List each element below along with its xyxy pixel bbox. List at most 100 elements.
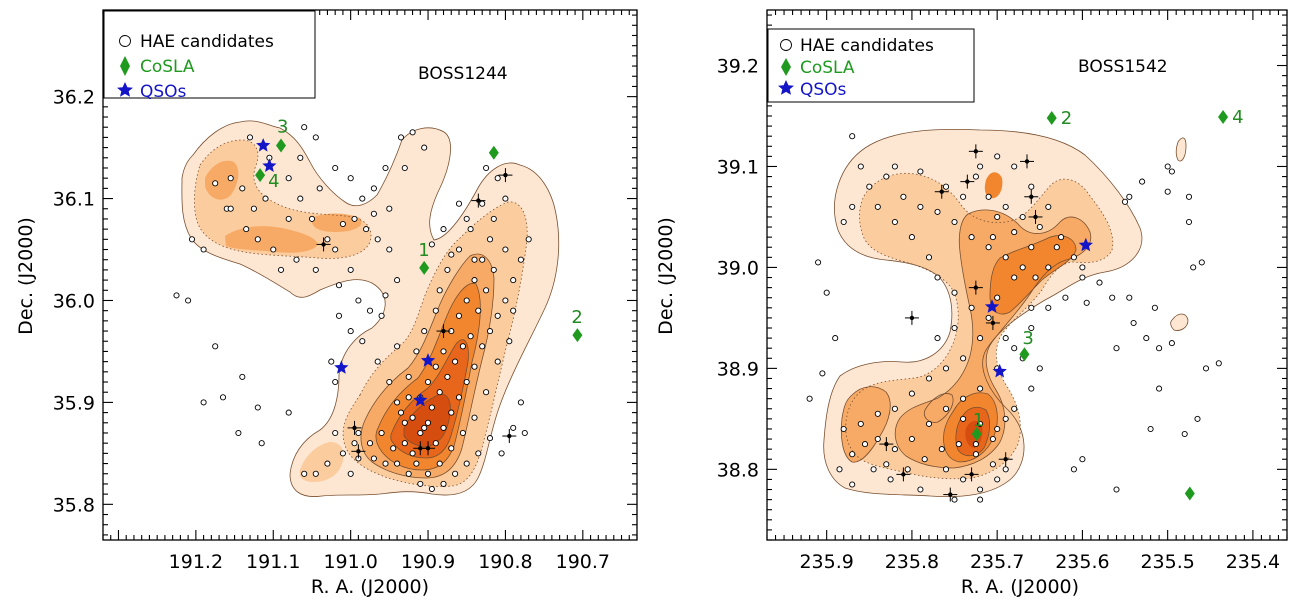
hae-point: [347, 328, 354, 335]
cross-mark: [896, 467, 911, 482]
hae-point: [452, 358, 459, 365]
hae-point: [475, 307, 482, 314]
hae-point: [951, 289, 958, 296]
hae-point: [467, 333, 474, 340]
hae-point: [394, 399, 401, 406]
cosla-point: [419, 260, 430, 275]
cosla-point: [1218, 110, 1229, 125]
panel-title-boss1542: BOSS1542: [1078, 57, 1168, 77]
hae-point: [1045, 203, 1052, 210]
hae-point: [985, 244, 992, 251]
hae-point: [934, 274, 941, 281]
qso-point: [262, 158, 277, 172]
hae-point: [977, 420, 984, 427]
hae-point: [483, 389, 490, 396]
hae-point: [1198, 259, 1205, 266]
hae-point: [262, 195, 269, 202]
hae-point: [235, 429, 242, 437]
hae-point: [502, 297, 509, 304]
contour-level-1-blip: [1176, 137, 1186, 162]
hae-point: [1164, 163, 1171, 170]
hae-point: [1062, 294, 1069, 301]
hae-point: [908, 234, 915, 241]
hae-point: [1045, 304, 1052, 311]
hae-point: [200, 399, 207, 406]
hae-point: [297, 195, 304, 202]
hae-point: [452, 470, 459, 477]
hae-point: [861, 441, 869, 448]
cross-mark: [421, 441, 436, 456]
hae-point: [951, 496, 958, 503]
legend-cosla-label: CoSLA: [140, 57, 195, 77]
contour-outline-1: [181, 120, 560, 497]
hae-point: [1045, 264, 1052, 271]
hae-point: [1168, 340, 1175, 347]
hae-point: [1079, 264, 1086, 271]
hae-point: [955, 441, 962, 448]
qso-point: [413, 392, 428, 407]
hae-point: [374, 358, 381, 365]
hae-point: [227, 175, 234, 182]
x-tick-label: 191.2: [169, 551, 223, 573]
legend-cosla-marker: [120, 56, 130, 76]
cross-mark: [316, 237, 331, 252]
hae-point: [455, 246, 463, 253]
hae-point: [517, 256, 524, 263]
hae-point: [409, 414, 416, 421]
y-tick-label: 36.0: [53, 290, 95, 312]
hae-point: [1036, 365, 1043, 372]
contour-outline-blip2: [1170, 313, 1189, 331]
hae-point: [823, 289, 830, 296]
x-tick-label: 235.4: [1226, 551, 1280, 573]
contour-level-3b: [225, 226, 318, 253]
hae-point: [1194, 415, 1201, 422]
hae-point: [355, 297, 362, 304]
hae-point: [1190, 264, 1197, 271]
hae-point: [459, 343, 466, 350]
hae-point: [510, 424, 517, 431]
hae-point: [394, 460, 401, 467]
hae-point: [413, 348, 420, 355]
hae-point: [382, 164, 389, 172]
cosla-point: [1046, 111, 1057, 126]
hae-point: [960, 415, 967, 422]
hae-point: [1070, 466, 1077, 473]
hae-point: [448, 445, 455, 452]
y-tick-label: 39.1: [717, 156, 759, 178]
cross-mark: [1020, 154, 1034, 169]
hae-point: [985, 193, 992, 200]
hae-point: [1019, 264, 1026, 271]
panel-boss1244: 1 2 3 4 191.2 191.1 191.0 190.9 190.8 190.7 35.8 3…: [15, 9, 638, 598]
hae-point: [1036, 223, 1043, 231]
hae-point: [324, 236, 331, 243]
legend-boss1244: HAE candidates CoSLA QSOs: [103, 10, 316, 102]
hae-point: [421, 424, 428, 431]
hae-point: [254, 404, 261, 411]
hae-point: [401, 164, 408, 172]
hae-point: [934, 335, 941, 342]
cosla-point: [572, 328, 583, 343]
cross-mark: [968, 144, 983, 159]
hae-point: [285, 409, 292, 416]
hae-point: [849, 481, 856, 488]
hae-point: [1002, 254, 1009, 261]
hae-point: [1011, 163, 1018, 170]
cosla-label: 2: [1061, 108, 1072, 129]
cosla-label: 3: [277, 117, 288, 138]
y-tick-label: 38.9: [717, 358, 759, 380]
cross-mark: [960, 174, 975, 189]
hae-point: [1002, 203, 1009, 210]
hae-point: [510, 277, 517, 284]
hae-point: [212, 343, 219, 350]
x-tick-label: 235.5: [1140, 551, 1194, 573]
cross-mark: [904, 310, 919, 325]
hae-point: [428, 485, 435, 493]
hae-point: [904, 466, 911, 473]
panel-boss1542: 1 2 3 4 235.9 235.8 235.7 235.6 235.5 235.4 38.8 3…: [655, 9, 1288, 598]
hae-point: [874, 203, 881, 210]
hae-point: [378, 312, 385, 319]
hae-point: [394, 277, 401, 284]
contour-outline-2: [360, 253, 495, 479]
hae-point: [1130, 319, 1137, 327]
hae-point: [960, 476, 967, 483]
